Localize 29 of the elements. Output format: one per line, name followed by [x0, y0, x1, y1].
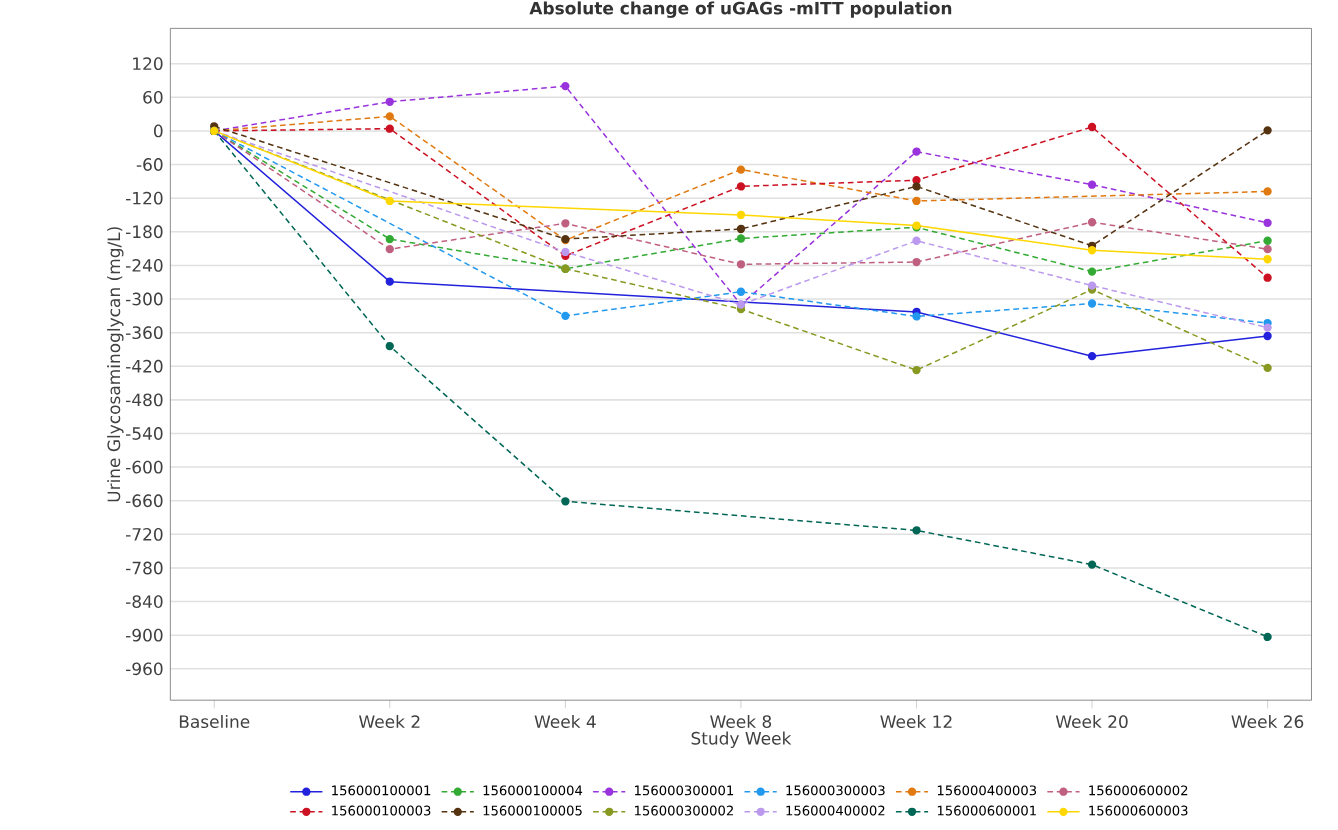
y-tick-label: -540	[126, 426, 163, 440]
y-tick-label: -360	[126, 325, 163, 339]
x-tick-label: Week 20	[1055, 714, 1128, 728]
y-tick-label: -60	[136, 157, 163, 171]
y-tick-label: -600	[126, 460, 163, 474]
y-tick-label: -480	[126, 393, 163, 406]
y-tick-label: -180	[126, 224, 163, 238]
y-tick-label: -240	[126, 258, 163, 272]
y-tick-label: -720	[126, 527, 163, 541]
x-tick-label: Week 12	[880, 714, 952, 728]
x-tick-label: Week 26	[1231, 714, 1304, 728]
x-axis-title: Study Week	[691, 731, 792, 748]
y-tick-label: 60	[143, 90, 163, 104]
y-tick-label: -780	[126, 561, 163, 575]
y-tick-label: -120	[126, 191, 163, 205]
y-tick-label: -420	[126, 359, 163, 373]
x-tick-label: Baseline	[179, 714, 250, 728]
y-tick-label: -300	[126, 292, 163, 306]
x-tick-label: Week 8	[710, 714, 772, 728]
y-axis-title: Urine Glycosaminoglycan (mg/L)	[107, 226, 124, 501]
y-tick-label: -900	[126, 628, 163, 642]
x-tick-label: Week 2	[359, 714, 420, 728]
x-tick-label: Week 4	[534, 714, 596, 728]
chart-title: Absolute change of uGAGs -mITT population	[529, 1, 952, 18]
y-tick-label: 120	[133, 56, 163, 70]
y-tick-label: 0	[154, 124, 163, 137]
y-tick-label: -840	[126, 594, 163, 608]
y-tick-label: -960	[126, 662, 163, 675]
y-tick-label: -660	[126, 493, 163, 507]
